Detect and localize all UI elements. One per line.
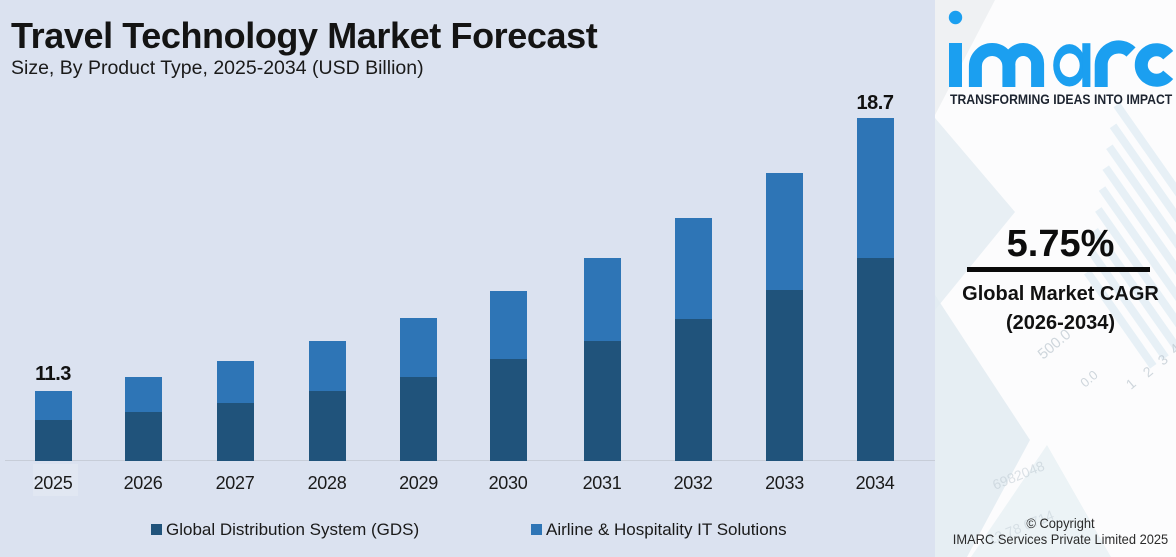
svg-text:4: 4: [1167, 340, 1176, 357]
svg-text:0.0: 0.0: [1077, 367, 1100, 390]
svg-text:1: 1: [1123, 375, 1139, 392]
